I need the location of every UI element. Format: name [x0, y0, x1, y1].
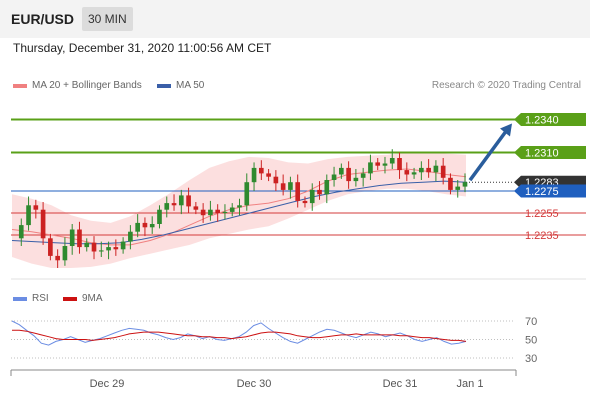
candle-body-9	[77, 229, 82, 248]
level-label-3: 1.2275	[525, 186, 559, 198]
rsi-swatch	[13, 296, 27, 301]
candle-body-19	[149, 224, 155, 228]
candle-body-60	[448, 177, 453, 190]
candle-body-34	[258, 167, 264, 174]
candle-body-15	[120, 241, 126, 250]
candle-body-50	[375, 162, 381, 166]
level-tag-3	[514, 184, 586, 198]
candle-body-45	[339, 167, 344, 175]
candle-body-38	[288, 182, 293, 190]
candle-body-31	[237, 205, 242, 208]
candle-body-29	[222, 211, 228, 213]
candle-body-46	[346, 167, 351, 182]
candle-body-2	[26, 205, 31, 226]
candle-body-52	[389, 158, 395, 164]
legend-rsi: RSI	[13, 293, 49, 304]
rsi-tick-0: 70	[525, 316, 537, 328]
candle-body-16	[128, 231, 133, 242]
rsi-series-0	[11, 320, 467, 346]
candle-body-13	[106, 247, 111, 251]
candle-body-56	[419, 167, 424, 173]
chart-datetime: Thursday, December 31, 2020 11:00:56 AM …	[13, 41, 272, 55]
candle-body-30	[229, 207, 235, 212]
legend-rsi-label: RSI	[32, 293, 49, 304]
candle-body-26	[200, 209, 206, 216]
level-label-5: 1.2235	[525, 230, 559, 242]
candle-body-20	[157, 209, 162, 224]
candle-body-62	[462, 182, 468, 187]
candle-body-43	[324, 180, 330, 195]
candle-body-37	[280, 183, 286, 190]
level-label-4: 1.2255	[525, 208, 559, 220]
candle-body-28	[215, 209, 221, 213]
symbol-label: EUR/USD	[11, 11, 75, 27]
legend-ma50: MA 50	[157, 80, 204, 91]
candle-body-32	[244, 182, 250, 206]
candle-body-49	[368, 162, 373, 174]
candle-body-25	[193, 206, 199, 210]
candle-body-61	[455, 186, 461, 190]
candle-body-27	[208, 209, 213, 216]
ma50-swatch	[157, 83, 171, 88]
candle-body-57	[426, 167, 431, 173]
level-label-1: 1.2310	[525, 148, 559, 160]
forecast-arrow-head	[500, 123, 512, 137]
level-tag-0	[514, 113, 586, 126]
candle-body-59	[440, 165, 446, 178]
candle-body-41	[309, 189, 315, 204]
candle-body-35	[266, 173, 271, 177]
candle-body-3	[33, 205, 39, 210]
candle-body-40	[302, 200, 308, 204]
legend-ma20-label: MA 20 + Bollinger Bands	[32, 80, 142, 91]
candle-body-58	[433, 165, 439, 173]
candle-body-7	[62, 246, 68, 261]
candle-body-5	[48, 238, 53, 256]
candle-body-18	[142, 222, 148, 228]
legend-ma20: MA 20 + Bollinger Bands	[13, 80, 142, 91]
candle-body-14	[113, 247, 119, 250]
candle-body-36	[273, 176, 279, 184]
ma20-swatch	[13, 83, 27, 88]
rsi-tick-1: 50	[525, 335, 537, 347]
x-tick-2: Dec 31	[383, 378, 418, 390]
x-tick-3: Jan 1	[457, 378, 484, 390]
candle-body-39	[295, 182, 301, 201]
candle-body-10	[84, 242, 90, 248]
forecast-arrow-shaft	[468, 127, 510, 182]
timeframe-button[interactable]: 30 MIN	[82, 7, 133, 31]
candle-body-6	[55, 255, 60, 261]
level-label-0: 1.2340	[525, 115, 559, 127]
candle-body-51	[382, 163, 388, 166]
candle-body-21	[164, 203, 170, 210]
candle-body-33	[251, 167, 257, 183]
candle-body-55	[411, 172, 417, 175]
candle-body-48	[360, 173, 366, 178]
level-tag-1	[514, 146, 586, 159]
candle-body-17	[135, 222, 140, 232]
legend-9ma: 9MA	[63, 293, 103, 304]
candle-body-22	[171, 203, 177, 206]
candle-body-47	[353, 177, 359, 182]
candle-body-1	[18, 225, 24, 239]
candle-body-44	[331, 174, 337, 180]
rsi-series-1	[12, 329, 467, 342]
header-bar: EUR/USD 30 MIN	[0, 0, 590, 38]
candle-body-11	[91, 242, 97, 252]
candle-body-8	[69, 229, 75, 246]
candle-body-42	[317, 189, 322, 195]
credit-text: Research © 2020 Trading Central	[431, 80, 581, 91]
candle-body-23	[178, 195, 184, 206]
9ma-swatch	[63, 296, 77, 301]
x-tick-1: Dec 30	[237, 378, 272, 390]
candle-body-4	[40, 209, 46, 239]
candle-body-53	[397, 158, 402, 171]
candle-body-12	[98, 250, 104, 252]
x-tick-0: Dec 29	[90, 378, 125, 390]
legend-ma50-label: MA 50	[176, 80, 205, 91]
rsi-tick-2: 30	[525, 353, 537, 365]
candle-body-24	[186, 195, 191, 207]
candle-body-54	[404, 170, 410, 175]
legend-9ma-label: 9MA	[82, 293, 103, 304]
